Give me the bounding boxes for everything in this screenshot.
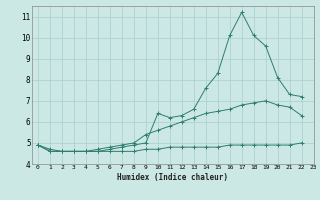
X-axis label: Humidex (Indice chaleur): Humidex (Indice chaleur) (117, 173, 228, 182)
